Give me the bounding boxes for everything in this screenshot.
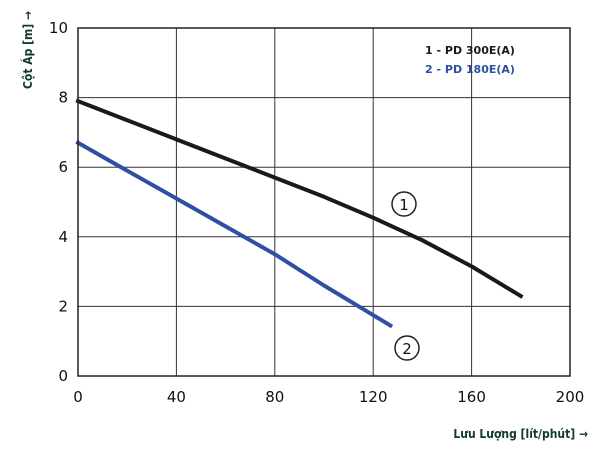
y-tick-label: 2 xyxy=(58,297,68,315)
curve-marker-circle-1 xyxy=(391,191,417,217)
x-tick-label: 160 xyxy=(457,388,486,406)
y-tick-label: 0 xyxy=(58,367,68,385)
curve-marker-label-2: 2 xyxy=(402,340,412,358)
legend: 1 - PD 300E(A) 2 - PD 180E(A) xyxy=(425,44,515,76)
plot-frame xyxy=(77,27,571,377)
legend-entry-2: 2 - PD 180E(A) xyxy=(425,63,515,76)
y-tick-label: 10 xyxy=(49,19,68,37)
curve-markers: 12 xyxy=(391,191,420,361)
x-tick-label: 80 xyxy=(265,388,284,406)
y-tick-label: 4 xyxy=(58,228,68,246)
series-line-1 xyxy=(75,98,524,299)
x-tick-label: 120 xyxy=(359,388,388,406)
y-tick-label: 6 xyxy=(58,158,68,176)
x-axis-title: Lưu Lượng [lít/phút] → xyxy=(453,427,588,441)
series-line-2 xyxy=(75,140,394,329)
x-tick-label: 200 xyxy=(556,388,585,406)
y-axis-title: Cột Áp [m] → xyxy=(20,11,35,89)
tick-labels: 0 40 80 120 160 200 0 2 4 6 8 10 xyxy=(49,19,584,406)
grid xyxy=(77,27,571,377)
curve-marker-label-1: 1 xyxy=(399,196,409,214)
x-tick-label: 0 xyxy=(73,388,83,406)
curve-marker-circle-2 xyxy=(394,335,420,361)
x-tick-label: 40 xyxy=(167,388,186,406)
legend-entry-1: 1 - PD 300E(A) xyxy=(425,44,515,57)
y-tick-label: 8 xyxy=(58,89,68,107)
series-lines xyxy=(75,98,524,329)
